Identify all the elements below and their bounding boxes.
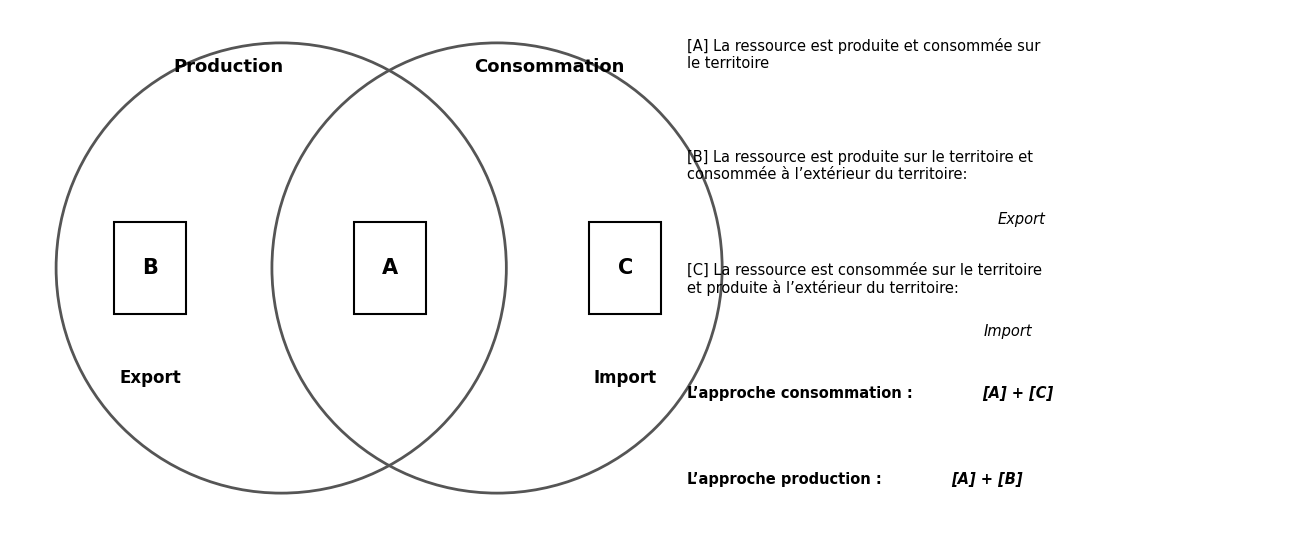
FancyBboxPatch shape xyxy=(589,222,661,314)
Text: Import: Import xyxy=(594,369,657,387)
Text: [A] La ressource est produite et consommée sur
le territoire: [A] La ressource est produite et consomm… xyxy=(687,38,1040,71)
Text: Consommation: Consommation xyxy=(475,58,624,76)
Text: Export: Export xyxy=(998,212,1046,227)
Text: [A] + [B]: [A] + [B] xyxy=(951,472,1023,487)
Text: [C] La ressource est consommée sur le territoire
et produite à l’extérieur du te: [C] La ressource est consommée sur le te… xyxy=(687,263,1041,296)
Text: [B] La ressource est produite sur le territoire et
consommée à l’extérieur du te: [B] La ressource est produite sur le ter… xyxy=(687,150,1033,182)
Text: B: B xyxy=(143,258,158,278)
Text: C: C xyxy=(617,258,633,278)
Text: Production: Production xyxy=(174,58,284,76)
Text: Export: Export xyxy=(119,369,182,387)
FancyBboxPatch shape xyxy=(115,222,187,314)
Text: Import: Import xyxy=(984,324,1032,339)
Text: [A] + [C]: [A] + [C] xyxy=(982,386,1053,401)
FancyBboxPatch shape xyxy=(353,222,425,314)
Text: A: A xyxy=(382,258,398,278)
Text: L’approche consommation :: L’approche consommation : xyxy=(687,386,918,401)
Text: L’approche production :: L’approche production : xyxy=(687,472,887,487)
